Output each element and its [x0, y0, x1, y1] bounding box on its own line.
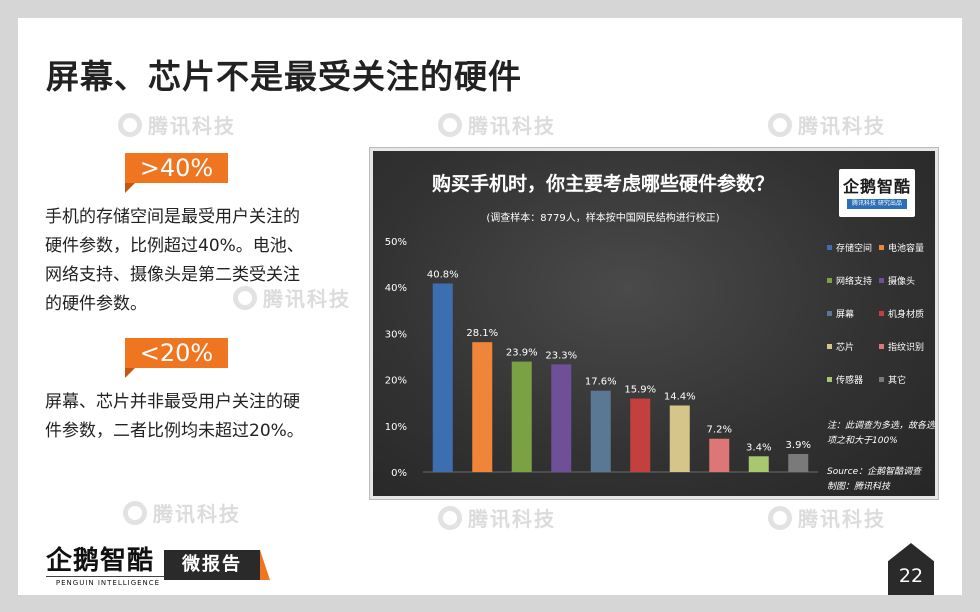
chart-brand-sub: 腾讯科技 研究出品 [847, 199, 907, 209]
bar-value-label: 14.4% [664, 391, 696, 402]
bar-8 [709, 438, 730, 472]
legend-item: 传感器 [827, 373, 879, 386]
legend-label: 指纹识别 [888, 343, 925, 353]
legend-label: 机身材质 [888, 310, 925, 320]
bar-10 [788, 453, 809, 472]
bar-4 [551, 364, 572, 472]
footer-brand-name: 企鹅智酷 [46, 546, 155, 576]
legend-label: 电池容量 [888, 244, 925, 254]
bar-value-label: 7.2% [707, 425, 732, 436]
bar-value-label: 23.9% [506, 348, 538, 359]
watermark-logo-icon [438, 112, 462, 137]
watermark-logo-icon [768, 112, 792, 137]
page-title: 屏幕、芯片不是最受关注的硬件 [46, 57, 522, 96]
bar-value-label: 40.8% [427, 270, 459, 281]
legend-swatch [827, 245, 832, 250]
bar-value-label: 28.1% [466, 328, 498, 339]
legend-swatch [879, 245, 884, 250]
y-tick-label: 0% [391, 468, 407, 479]
bar-5 [590, 390, 611, 472]
bar-7 [669, 405, 690, 472]
footer-brand-english: PENGUIN INTELLIGENCE [46, 576, 170, 587]
page-number: 22 [888, 543, 934, 595]
bar-chart: 0% 10% 20% 30% 40% 50% 40.8% 28.1% 23.9% 23.3% 17.… [385, 237, 818, 479]
watermark: 腾讯科技 [118, 110, 236, 139]
bar-value-label: 3.9% [786, 440, 811, 451]
legend-label: 其它 [888, 376, 907, 386]
over-40-badge: >40% [125, 153, 228, 193]
legend-item: 摄像头 [879, 274, 931, 287]
legend-item: 芯片 [827, 340, 879, 353]
legend-item: 网络支持 [827, 274, 879, 287]
y-tick-label: 10% [385, 422, 407, 433]
legend-swatch [879, 377, 884, 382]
legend-swatch [879, 278, 884, 283]
legend-item: 电池容量 [879, 241, 931, 254]
legend-swatch [879, 344, 884, 349]
chart-brand-name: 企鹅智酷 [843, 177, 912, 196]
bar-value-label: 15.9% [624, 385, 656, 396]
chart-brand-logo: 企鹅智酷 腾讯科技 研究出品 [839, 169, 915, 217]
legend-swatch [879, 311, 884, 316]
watermark-logo-icon [123, 500, 147, 525]
bar-1 [432, 283, 453, 472]
legend-swatch [827, 377, 832, 382]
bar-chart-panel: 购买手机时，你主要考虑哪些硬件参数？ (调查样本：8779人，样本按中国网民结构… [370, 148, 938, 499]
legend-item: 屏幕 [827, 307, 879, 320]
legend-item: 其它 [879, 373, 931, 386]
watermark: 腾讯科技 [768, 110, 886, 139]
legend-swatch [827, 278, 832, 283]
footer-brand-logo: 企鹅智酷 PENGUIN INTELLIGENCE [46, 540, 170, 587]
legend-item: 存储空间 [827, 241, 879, 254]
watermark: 腾讯科技 [438, 503, 556, 532]
chart-credit-line: 制图：腾讯科技 [827, 482, 891, 492]
legend-label: 传感器 [836, 376, 864, 386]
bar-value-label: 3.4% [746, 442, 771, 453]
watermark-logo-icon [438, 505, 462, 530]
bar-6 [630, 398, 651, 472]
chart-source-line: Source：企鹅智酷调查 [827, 467, 922, 477]
legend-swatch [827, 311, 832, 316]
chart-legend: 存储空间 电池容量网络支持 摄像头屏幕 机身材质芯片 指纹识别传感器 其它 [827, 241, 937, 386]
chart-title: 购买手机时，你主要考虑哪些硬件参数？ [431, 173, 774, 195]
slide: 腾讯科技 腾讯科技 腾讯科技 腾讯科技 腾讯科技 腾讯科技 腾讯科技 屏幕、芯片… [18, 18, 962, 595]
legend-label: 网络支持 [836, 277, 873, 287]
y-tick-label: 20% [385, 376, 407, 387]
bar-3 [511, 361, 532, 472]
chart-source: Source：企鹅智酷调查 制图：腾讯科技 [827, 465, 937, 495]
legend-label: 屏幕 [836, 310, 855, 320]
y-tick-label: 30% [385, 329, 407, 340]
bar-9 [748, 456, 769, 472]
chart-subtitle: (调查样本：8779人，样本按中国网民结构进行校正) [486, 213, 720, 224]
bar-2 [472, 342, 493, 472]
legend-item: 机身材质 [879, 307, 931, 320]
report-tag: 微报告 [164, 550, 270, 580]
bar-value-label: 23.3% [545, 350, 577, 361]
legend-label: 芯片 [836, 343, 855, 353]
over-40-description: 手机的存储空间是最受用户关注的硬件参数，比例超过40%。电池、网络支持、摄像头是… [45, 207, 304, 314]
legend-label: 摄像头 [888, 277, 916, 287]
y-tick-label: 40% [385, 283, 407, 294]
under-20-badge: <20% [125, 338, 228, 378]
watermark: 腾讯科技 [233, 283, 351, 312]
bar-value-label: 17.6% [585, 377, 617, 388]
watermark: 腾讯科技 [768, 503, 886, 532]
under-20-description: 屏幕、芯片并非最受用户关注的硬件参数，二者比例均未超过20%。 [45, 392, 304, 441]
watermark: 腾讯科技 [123, 498, 241, 527]
watermark: 腾讯科技 [438, 110, 556, 139]
chart-note: 注：此调查为多选，故各选项之和大于100% [827, 421, 936, 446]
watermark-logo-icon [118, 112, 142, 137]
y-tick-label: 50% [385, 237, 407, 248]
legend-label: 存储空间 [836, 244, 873, 254]
legend-item: 指纹识别 [879, 340, 931, 353]
watermark-logo-icon [768, 505, 792, 530]
watermark-logo-icon [233, 285, 257, 310]
legend-swatch [827, 344, 832, 349]
